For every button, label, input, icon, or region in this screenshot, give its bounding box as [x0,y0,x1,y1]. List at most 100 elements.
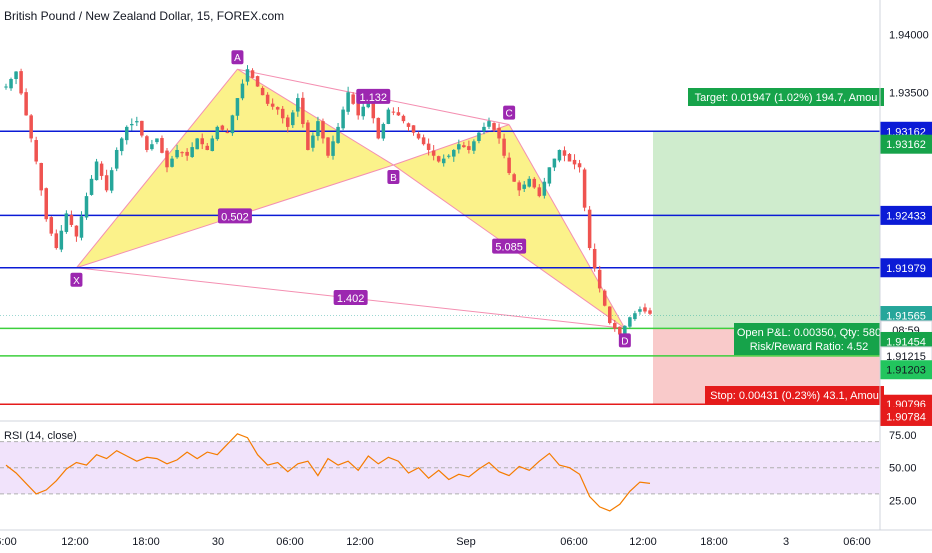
candle-body[interactable] [567,154,572,162]
candle-body[interactable] [39,163,43,191]
candle-body[interactable] [260,87,265,96]
candle-body[interactable] [150,144,154,150]
candle-body[interactable] [265,94,270,104]
candle-body[interactable] [487,121,491,127]
candle-body[interactable] [532,178,537,188]
candle-body[interactable] [84,196,89,218]
rsi-line[interactable] [5,433,651,512]
candle-body[interactable] [170,158,174,167]
candle-body[interactable] [557,149,562,161]
candle-body[interactable] [547,167,552,184]
candle-body[interactable] [14,71,18,79]
candle-body[interactable] [94,161,99,181]
candle-body[interactable] [109,170,114,191]
candle-body[interactable] [572,159,577,165]
candle-body[interactable] [452,149,456,157]
candle-body[interactable] [643,307,647,312]
candle-body[interactable] [361,106,365,117]
candle-body[interactable] [607,306,612,324]
candle-body[interactable] [306,122,310,150]
candle-body[interactable] [180,152,184,154]
candle-body[interactable] [255,76,260,87]
candle-body[interactable] [562,150,567,156]
candle-body[interactable] [49,217,54,234]
candle-body[interactable] [114,149,119,169]
candle-body[interactable] [104,175,109,191]
stop-annotation-box[interactable] [705,386,884,404]
candle-body[interactable] [225,132,230,134]
candle-body[interactable] [441,158,446,164]
candle-body[interactable] [135,121,139,123]
candle-body[interactable] [245,69,250,82]
candle-body[interactable] [497,127,501,139]
candle-body[interactable] [346,92,350,112]
candle-body[interactable] [29,115,33,139]
candle-body[interactable] [285,117,290,127]
candle-body[interactable] [124,126,129,141]
candle-body[interactable] [628,317,632,327]
candle-body[interactable] [200,138,204,145]
candle-body[interactable] [220,125,225,130]
candle-body[interactable] [9,79,13,89]
candle-body[interactable] [54,233,59,249]
candle-body[interactable] [145,136,149,150]
candle-body[interactable] [482,126,486,132]
candle-body[interactable] [602,290,607,306]
candle-body[interactable] [457,144,461,150]
candle-body[interactable] [542,181,547,196]
candle-body[interactable] [250,70,255,78]
candle-body[interactable] [270,103,275,107]
candle-body[interactable] [376,117,381,139]
candle-body[interactable] [618,326,622,335]
candle-body[interactable] [351,94,355,104]
candle-body[interactable] [436,156,441,162]
candle-body[interactable] [552,158,557,168]
candle-body[interactable] [492,123,496,130]
candle-body[interactable] [502,138,506,156]
candle-body[interactable] [69,215,74,225]
candle-body[interactable] [381,124,386,139]
candle-body[interactable] [517,182,521,191]
candle-body[interactable] [140,120,144,136]
candle-body[interactable] [341,109,345,129]
candle-body[interactable] [59,230,64,250]
candle-body[interactable] [331,141,335,156]
candle-body[interactable] [316,121,320,137]
candle-body[interactable] [648,310,652,314]
candle-body[interactable] [527,178,532,187]
candle-body[interactable] [336,126,340,143]
candle-body[interactable] [44,188,49,220]
candle-body[interactable] [89,178,94,195]
candle-body[interactable] [175,149,179,158]
candle-body[interactable] [291,112,295,126]
candle-body[interactable] [446,155,451,157]
candle-body[interactable] [155,138,159,143]
candle-body[interactable] [64,213,69,232]
candle-body[interactable] [185,151,189,156]
candle-body[interactable] [296,98,300,112]
candle-body[interactable] [426,143,431,150]
candle-body[interactable] [130,124,134,126]
candle-body[interactable] [321,121,325,139]
candle-body[interactable] [577,163,582,168]
candle-body[interactable] [613,323,617,329]
candle-body[interactable] [638,309,642,312]
candle-body[interactable] [34,140,38,162]
candle-body[interactable] [371,98,376,119]
candle-body[interactable] [74,225,79,237]
candle-body[interactable] [4,86,8,88]
candle-body[interactable] [512,174,516,182]
candle-body[interactable] [406,123,411,127]
candle-body[interactable] [210,138,215,151]
candle-body[interactable] [633,313,637,320]
candle-body[interactable] [421,137,426,145]
candle-body[interactable] [386,109,391,124]
candle-body[interactable] [280,108,285,119]
candle-body[interactable] [582,169,587,208]
candle-body[interactable] [119,138,124,152]
candle-body[interactable] [411,125,416,133]
candle-body[interactable] [587,209,592,249]
candle-body[interactable] [522,184,526,189]
